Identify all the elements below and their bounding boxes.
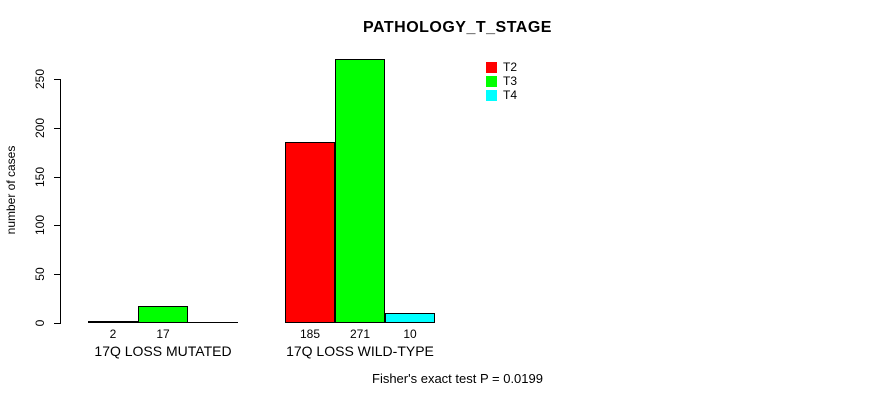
y-tick-250 (54, 79, 60, 80)
bar-value-label: 10 (403, 327, 417, 341)
y-tick-label-0: 0 (33, 319, 47, 327)
legend-label: T4 (503, 88, 518, 102)
bar-value-label: 271 (349, 327, 371, 341)
y-tick-label-250: 250 (33, 68, 47, 90)
category-label: 17Q LOSS MUTATED (94, 343, 232, 359)
y-tick-150 (54, 177, 60, 178)
legend: T2 T3 T4 (486, 60, 517, 102)
bar-t3-group2 (335, 59, 385, 323)
legend-label: T3 (503, 74, 518, 88)
bar-value-label: 17 (156, 327, 170, 341)
legend-swatch-t4 (486, 89, 497, 101)
chart-title: PATHOLOGY_T_STAGE (363, 19, 552, 36)
y-tick-200 (54, 128, 60, 129)
legend-label: T2 (503, 60, 518, 74)
x-baseline-group1 (88, 322, 238, 323)
y-tick-50 (54, 274, 60, 275)
category-label: 17Q LOSS WILD-TYPE (286, 343, 434, 359)
y-tick-label-150: 150 (33, 166, 47, 188)
legend-swatch-t3 (486, 75, 497, 87)
annotation-fishers-test: Fisher's exact test P = 0.0199 (372, 371, 543, 386)
bar-value-label: 185 (299, 327, 321, 341)
bar-t2-group2 (285, 142, 335, 323)
y-tick-label-100: 100 (33, 214, 47, 236)
bar-value-label: 2 (109, 327, 117, 341)
y-tick-label-50: 50 (33, 267, 47, 281)
y-tick-0 (54, 323, 60, 324)
y-tick-100 (54, 225, 60, 226)
legend-item-t3: T3 (486, 74, 517, 88)
y-axis-label: number of cases (4, 145, 18, 235)
legend-item-t2: T2 (486, 60, 517, 74)
x-baseline-group2 (285, 322, 435, 323)
bar-t3-group1 (138, 306, 188, 323)
y-tick-label-200: 200 (33, 117, 47, 139)
legend-swatch-t2 (486, 61, 497, 73)
legend-item-t4: T4 (486, 88, 517, 102)
y-axis-line (60, 79, 61, 324)
